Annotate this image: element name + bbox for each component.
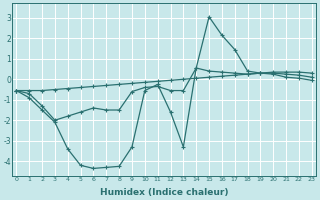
X-axis label: Humidex (Indice chaleur): Humidex (Indice chaleur) <box>100 188 228 197</box>
